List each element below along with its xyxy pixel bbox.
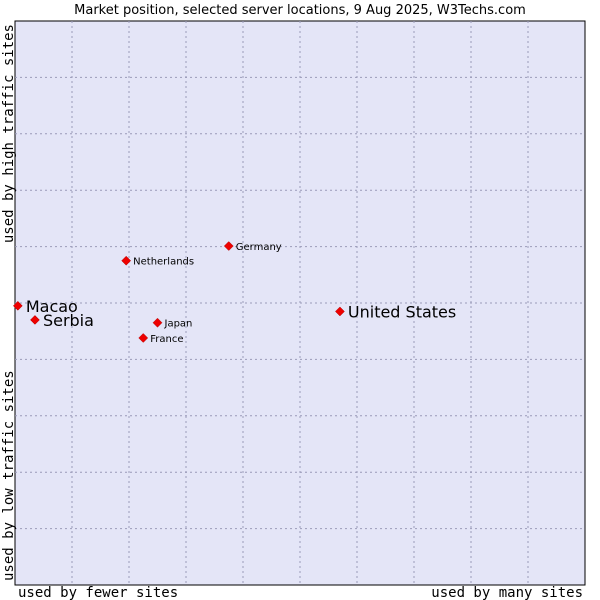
point-marker-macao — [12, 300, 23, 311]
y-axis-label-high: used by high traffic sites — [1, 24, 17, 243]
grid — [15, 21, 585, 585]
point-label-netherlands: Netherlands — [133, 257, 194, 268]
y-axis-label-low: used by low traffic sites — [1, 370, 17, 581]
point-marker-serbia — [30, 315, 40, 325]
point-marker-germany — [223, 241, 234, 251]
point-marker-united-states — [335, 306, 345, 317]
point-marker-netherlands — [121, 255, 132, 266]
point-label-japan: Japan — [164, 319, 193, 330]
chart-title: Market position, selected server locatio… — [74, 3, 526, 18]
point-label-germany: Germany — [236, 242, 282, 253]
point-marker-japan — [152, 317, 163, 328]
x-axis-label-low: used by fewer sites — [18, 585, 178, 600]
x-axis-label-high: used by many sites — [431, 585, 583, 600]
point-label-united-states: United States — [348, 302, 456, 321]
point-label-serbia: Serbia — [43, 311, 94, 330]
point-label-macao: Macao — [26, 297, 78, 316]
point-marker-france — [138, 333, 149, 343]
point-label-france: France — [150, 334, 183, 345]
